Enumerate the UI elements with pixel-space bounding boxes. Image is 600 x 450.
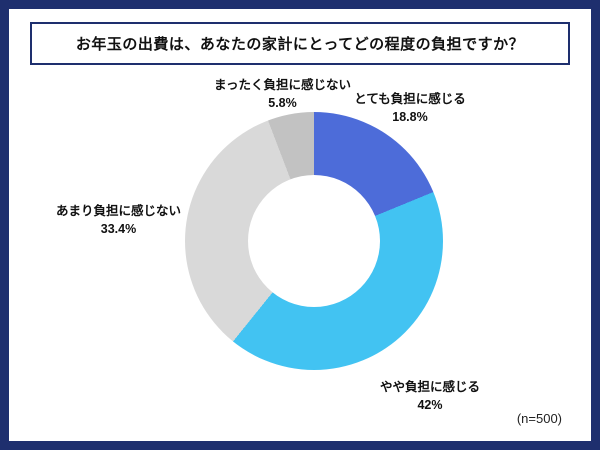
slice-label-text: あまり負担に感じない bbox=[55, 204, 181, 218]
slice-label-text: とても負担に感じる bbox=[354, 92, 466, 106]
donut-hole bbox=[248, 175, 380, 307]
slice-label-very-burden: とても負担に感じる 18.8% bbox=[330, 90, 490, 126]
sample-size: (n=500) bbox=[516, 411, 562, 426]
slice-label-text: やや負担に感じる bbox=[379, 380, 480, 394]
chart-title: お年玉の出費は、あなたの家計にとってどの程度の負担ですか？ bbox=[30, 22, 570, 65]
donut-chart bbox=[185, 112, 443, 370]
slice-label-value: 42% bbox=[417, 398, 443, 413]
slice-label-no-burden: まったく負担に感じない 5.8% bbox=[200, 76, 365, 112]
slice-label-text: まったく負担に感じない bbox=[213, 78, 351, 92]
slice-label-value: 18.8% bbox=[392, 110, 428, 125]
slice-label-little-burden: あまり負担に感じない 33.4% bbox=[36, 202, 201, 238]
slice-label-somewhat-burden: やや負担に感じる 42% bbox=[350, 378, 510, 414]
slice-label-value: 5.8% bbox=[268, 96, 297, 111]
slice-label-value: 33.4% bbox=[100, 222, 137, 237]
